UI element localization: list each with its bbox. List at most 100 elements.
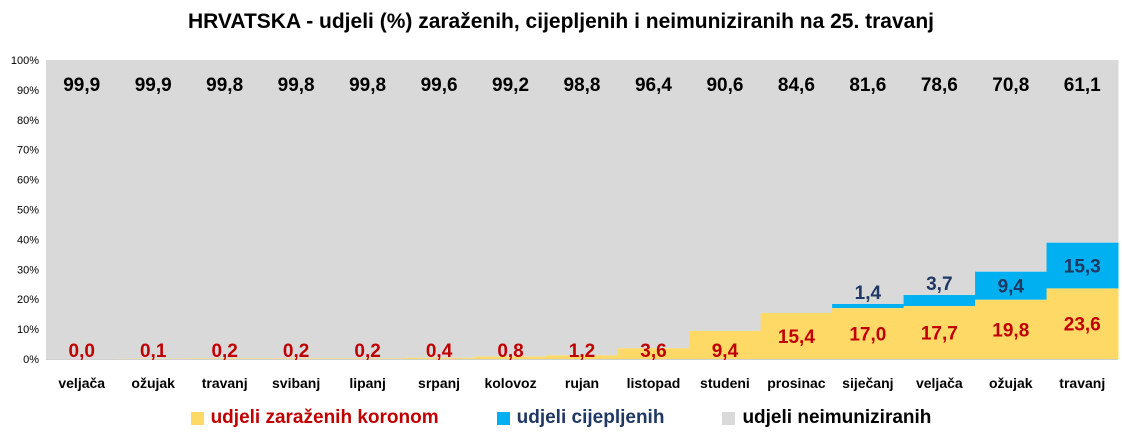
bar-vaccinated-11 — [832, 303, 905, 309]
legend-label-infected: udjeli zaraženih koronom — [210, 407, 439, 428]
data-label-unimmunized-13: 70,8 — [992, 75, 1029, 96]
bar-infected-6 — [474, 356, 547, 359]
bar-vaccinated-14 — [1046, 242, 1119, 289]
x-tick-label-9: studeni — [700, 375, 750, 391]
x-tick-label-7: rujan — [565, 375, 599, 391]
x-tick-label-3: svibanj — [272, 375, 320, 391]
bar-unimmunized-14 — [1046, 60, 1119, 243]
data-label-infected-8: 3,6 — [640, 341, 666, 362]
bar-unimmunized-13 — [975, 60, 1048, 272]
y-tick-label-2: 20% — [17, 294, 39, 306]
bar-infected-7 — [546, 355, 619, 359]
bar-infected-2 — [188, 358, 261, 359]
data-label-unimmunized-4: 99,8 — [349, 75, 386, 96]
legend-label-unimmunized: udjeli neimuniziranih — [742, 407, 932, 428]
y-tick-label-5: 50% — [17, 205, 39, 217]
x-tick-label-12: veljača — [916, 375, 963, 391]
y-tick-label-10: 100% — [11, 55, 39, 67]
bar-vaccinated-12 — [903, 295, 976, 307]
legend-swatch-unimmunized — [722, 411, 736, 425]
y-tick-label-4: 40% — [17, 234, 39, 246]
y-tick-label-8: 80% — [17, 115, 39, 127]
data-label-infected-10: 15,4 — [778, 327, 815, 348]
data-label-unimmunized-11: 81,6 — [849, 75, 886, 96]
x-tick-label-2: travanj — [202, 375, 248, 391]
data-label-unimmunized-12: 78,6 — [921, 75, 958, 96]
data-label-vaccinated-13: 9,4 — [998, 277, 1025, 298]
data-label-unimmunized-7: 98,8 — [564, 75, 601, 96]
bar-unimmunized-2 — [188, 60, 261, 359]
bar-unimmunized-7 — [546, 60, 619, 356]
data-label-infected-4: 0,2 — [354, 341, 380, 362]
y-tick-label-9: 90% — [17, 85, 39, 97]
data-label-unimmunized-14: 61,1 — [1064, 75, 1101, 96]
bar-infected-11 — [832, 308, 905, 359]
x-tick-label-6: kolovoz — [484, 375, 536, 391]
bar-unimmunized-1 — [117, 60, 190, 359]
bar-unimmunized-8 — [617, 60, 690, 349]
legend-swatch-vaccinated — [496, 411, 510, 425]
data-label-vaccinated-12: 3,7 — [926, 274, 952, 295]
y-tick-label-7: 70% — [17, 145, 39, 157]
bar-vaccinated-13 — [975, 271, 1048, 300]
bar-infected-14 — [1046, 288, 1119, 359]
bar-infected-3 — [260, 358, 333, 359]
bar-unimmunized-5 — [403, 60, 476, 358]
bar-unimmunized-0 — [46, 60, 118, 359]
data-label-infected-11: 17,0 — [849, 325, 886, 346]
x-axis: veljača ožujak travanj svibanj lipanj srpanj k… — [46, 359, 1118, 391]
data-label-unimmunized-8: 96,4 — [635, 75, 672, 96]
x-tick-label-11: siječanj — [842, 375, 893, 391]
data-labels: 99,9 0,0 99,9 0,1 99,8 0,2 99,8 0,2 99,8 0,2 99,6 0… — [63, 75, 1101, 362]
legend: udjeli zaraženih koronom udjeli cijeplje… — [0, 407, 1122, 429]
bar-infected-8 — [617, 348, 690, 359]
x-tick-label-14: travanj — [1059, 375, 1105, 391]
data-label-infected-0: 0,0 — [69, 341, 95, 362]
bar-unimmunized-12 — [903, 60, 976, 296]
data-label-unimmunized-5: 99,6 — [421, 75, 458, 96]
data-label-infected-12: 17,7 — [921, 324, 958, 345]
data-label-unimmunized-1: 99,9 — [135, 75, 172, 96]
legend-item-vaccinated: udjeli cijepljenih — [496, 407, 665, 429]
data-label-vaccinated-11: 1,4 — [855, 283, 882, 304]
legend-item-infected: udjeli zaraženih koronom — [190, 407, 439, 429]
bar-unimmunized-10 — [760, 60, 833, 313]
data-label-unimmunized-3: 99,8 — [278, 75, 315, 96]
bar-infected-4 — [331, 358, 404, 359]
bar-unimmunized-11 — [832, 60, 905, 304]
x-tick-label-8: listopad — [627, 375, 681, 391]
legend-swatch-infected — [190, 411, 204, 425]
data-label-infected-1: 0,1 — [140, 341, 167, 362]
bar-unimmunized-9 — [689, 60, 762, 331]
data-label-unimmunized-0: 99,9 — [63, 75, 100, 96]
data-label-unimmunized-9: 90,6 — [706, 75, 743, 96]
bar-infected-5 — [403, 357, 476, 359]
data-label-unimmunized-2: 99,8 — [206, 75, 243, 96]
data-label-infected-2: 0,2 — [211, 341, 237, 362]
data-label-infected-5: 0,4 — [426, 341, 453, 362]
y-tick-label-0: 0% — [23, 354, 39, 366]
bar-unimmunized-6 — [474, 60, 547, 357]
x-tick-label-10: prosinac — [767, 375, 826, 391]
bar-unimmunized-4 — [331, 60, 404, 359]
legend-item-unimmunized: udjeli neimuniziranih — [722, 407, 931, 429]
data-label-infected-9: 9,4 — [712, 341, 739, 362]
bar-infected-13 — [975, 299, 1048, 359]
data-label-unimmunized-10: 84,6 — [778, 75, 815, 96]
x-tick-label-4: lipanj — [349, 375, 386, 391]
y-tick-label-1: 10% — [17, 324, 39, 336]
data-label-unimmunized-6: 99,2 — [492, 75, 529, 96]
legend-label-vaccinated: udjeli cijepljenih — [516, 407, 665, 428]
bar-infected-10 — [760, 312, 833, 359]
bars-layer — [46, 60, 1119, 359]
x-tick-label-5: srpanj — [418, 375, 460, 391]
data-label-infected-7: 1,2 — [569, 341, 595, 362]
y-axis: 0% 10% 20% 30% 40% 50% 60% 70% 80% 90% 100% — [11, 55, 39, 366]
data-label-infected-6: 0,8 — [497, 341, 523, 362]
bar-infected-12 — [903, 306, 976, 359]
data-label-infected-14: 23,6 — [1064, 315, 1101, 336]
x-tick-label-0: veljača — [58, 375, 105, 391]
bar-infected-9 — [689, 330, 762, 359]
x-tick-label-1: ožujak — [131, 375, 175, 391]
